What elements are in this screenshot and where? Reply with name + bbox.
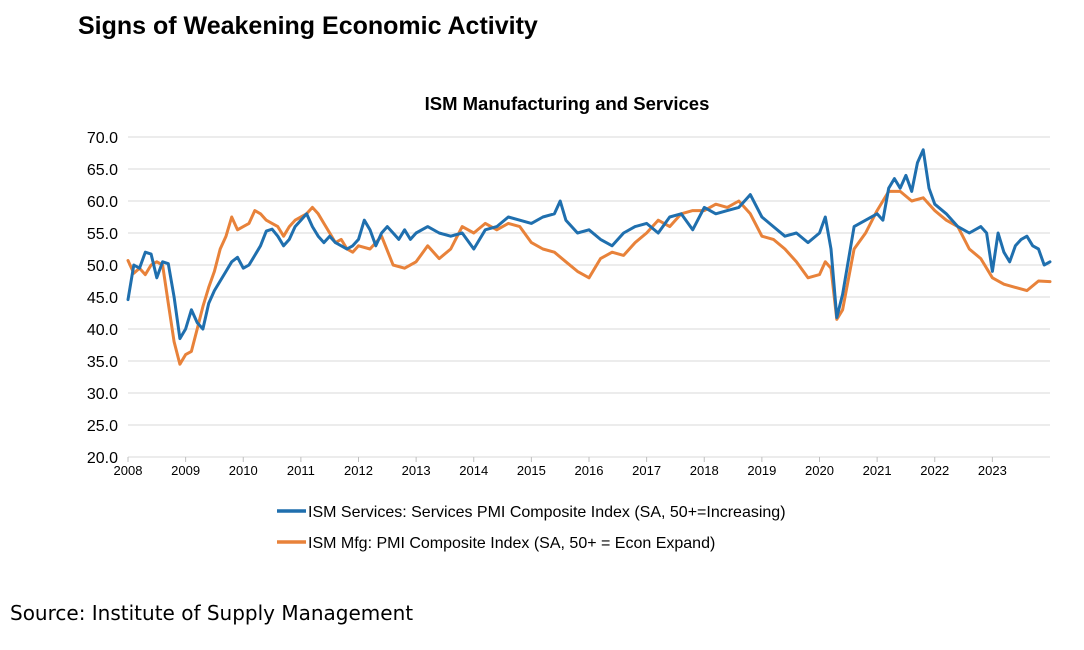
y-tick-label: 30.0	[87, 386, 118, 403]
y-tick-label: 45.0	[87, 290, 118, 307]
series-line	[126, 189, 1052, 366]
x-tick-label: 2018	[690, 463, 719, 478]
y-tick-label: 40.0	[87, 322, 118, 339]
y-tick-label: 35.0	[87, 354, 118, 371]
x-tick-label: 2016	[575, 463, 604, 478]
x-tick-label: 2023	[978, 463, 1007, 478]
x-tick-label: 2019	[747, 463, 776, 478]
y-tick-label: 20.0	[87, 450, 118, 467]
chart: ISM Manufacturing and Services 70.0 65.0 6…	[87, 93, 1052, 552]
y-tick-label: 55.0	[87, 226, 118, 243]
y-tick-label: 70.0	[87, 130, 118, 147]
legend-label: ISM Mfg: PMI Composite Index (SA, 50+ = …	[308, 535, 715, 552]
x-tick-label: 2013	[402, 463, 431, 478]
x-tick-label: 2021	[863, 463, 892, 478]
x-tick-label: 2017	[632, 463, 661, 478]
series-line	[126, 148, 1052, 341]
x-tick-label: 2011	[287, 463, 315, 478]
x-axis-ticks: 2008 2009 2010 2011 2012 2013 2014 2015 2016 2017…	[114, 457, 1007, 478]
y-tick-label: 60.0	[87, 194, 118, 211]
y-tick-label: 50.0	[87, 258, 118, 275]
y-tick-label: 65.0	[87, 162, 118, 179]
x-tick-label: 2020	[805, 463, 834, 478]
y-axis-ticks: 70.0 65.0 60.0 55.0 50.0 45.0 40.0 35.0 30.0 25.0…	[87, 130, 118, 467]
x-tick-label: 2014	[459, 463, 488, 478]
x-tick-label: 2010	[229, 463, 258, 478]
legend-label: ISM Services: Services PMI Composite Ind…	[308, 504, 786, 521]
x-tick-label: 2009	[171, 463, 200, 478]
x-tick-label: 2012	[344, 463, 373, 478]
chart-title: ISM Manufacturing and Services	[425, 93, 710, 114]
x-tick-label: 2015	[517, 463, 546, 478]
legend: ISM Services: Services PMI Composite Ind…	[277, 504, 786, 552]
x-tick-label: 2022	[920, 463, 949, 478]
source-note: Source: Institute of Supply Management	[10, 601, 414, 625]
x-tick-label: 2008	[114, 463, 143, 478]
series-lines	[126, 148, 1052, 366]
y-tick-label: 25.0	[87, 418, 118, 435]
page-title: Signs of Weakening Economic Activity	[78, 12, 538, 40]
